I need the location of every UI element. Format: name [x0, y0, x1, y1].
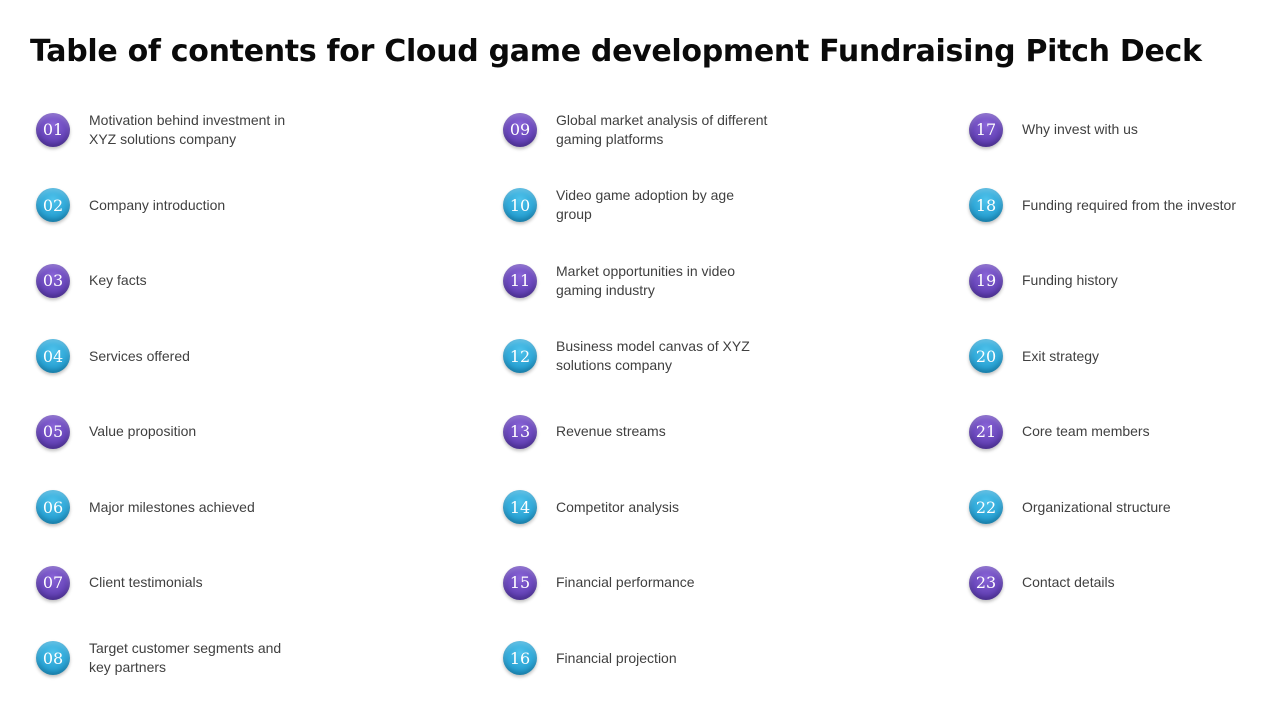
toc-item[interactable]: 21 Core team members	[969, 394, 1269, 470]
item-number-badge: 15	[503, 565, 537, 600]
item-label: Funding history	[1022, 272, 1118, 289]
item-label: Why invest with us	[1022, 121, 1138, 138]
toc-item[interactable]: 06 Major milestones achieved	[36, 470, 336, 546]
item-number-badge: 17	[969, 112, 1003, 147]
toc-item[interactable]: 10 Video game adoption by age group	[503, 168, 803, 244]
toc-item[interactable]: 13 Revenue streams	[503, 394, 803, 470]
item-number-badge: 03	[36, 263, 70, 298]
item-label: Motivation behind investment in XYZ solu…	[89, 111, 286, 147]
toc-item[interactable]: 22 Organizational structure	[969, 470, 1269, 546]
toc-column-1: 01 Motivation behind investment in XYZ s…	[36, 92, 336, 696]
item-number-badge: 02	[36, 188, 70, 223]
item-number-badge: 07	[36, 565, 70, 600]
item-number-badge: 23	[969, 565, 1003, 600]
item-label: Contact details	[1022, 574, 1115, 591]
toc-item[interactable]: 23 Contact details	[969, 545, 1269, 621]
item-label: Core team members	[1022, 423, 1150, 440]
toc-item[interactable]: 08 Target customer segments and key part…	[36, 621, 336, 697]
toc-item[interactable]: 17 Why invest with us	[969, 92, 1269, 168]
toc-item[interactable]: 12 Business model canvas of XYZ solution…	[503, 319, 803, 395]
toc-item[interactable]: 20 Exit strategy	[969, 319, 1269, 395]
item-label: Major milestones achieved	[89, 498, 255, 515]
item-label: Financial projection	[556, 649, 677, 666]
toc-item[interactable]: 03 Key facts	[36, 243, 336, 319]
item-label: Global market analysis of different gami…	[556, 111, 768, 147]
item-number-badge: 06	[36, 490, 70, 525]
item-number-badge: 11	[503, 263, 537, 298]
item-label: Value proposition	[89, 423, 197, 440]
toc-item[interactable]: 16 Financial projection	[503, 621, 803, 697]
toc-item[interactable]: 09 Global market analysis of different g…	[503, 92, 803, 168]
item-label: Organizational structure	[1022, 498, 1171, 515]
toc-item[interactable]: 14 Competitor analysis	[503, 470, 803, 546]
item-number-badge: 09	[503, 112, 537, 147]
item-label: Exit strategy	[1022, 347, 1100, 364]
item-number-badge: 22	[969, 490, 1003, 525]
item-number-badge: 14	[503, 490, 537, 525]
item-number-badge: 18	[969, 188, 1003, 223]
page-title: Table of contents for Cloud game develop…	[30, 34, 1202, 69]
toc-item[interactable]: 11 Market opportunities in video gaming …	[503, 243, 803, 319]
item-number-badge: 19	[969, 263, 1003, 298]
item-label: Video game adoption by age group	[556, 187, 734, 223]
item-number-badge: 20	[969, 339, 1003, 374]
item-label: Funding required from the investor	[1022, 196, 1236, 213]
item-label: Company introduction	[89, 196, 226, 213]
item-label: Key facts	[89, 272, 147, 289]
toc-item[interactable]: 19 Funding history	[969, 243, 1269, 319]
toc-column-3: 17 Why invest with us 18 Funding require…	[969, 92, 1269, 621]
toc-item[interactable]: 05 Value proposition	[36, 394, 336, 470]
item-label: Revenue streams	[556, 423, 666, 440]
item-number-badge: 21	[969, 414, 1003, 449]
item-label: Target customer segments and key partner…	[89, 640, 282, 676]
item-number-badge: 08	[36, 641, 70, 676]
item-label: Services offered	[89, 347, 190, 364]
item-label: Market opportunities in video gaming ind…	[556, 262, 735, 298]
toc-item[interactable]: 02 Company introduction	[36, 168, 336, 244]
item-number-badge: 05	[36, 414, 70, 449]
toc-column-2: 09 Global market analysis of different g…	[503, 92, 803, 696]
toc-item[interactable]: 18 Funding required from the investor	[969, 168, 1269, 244]
item-number-badge: 16	[503, 641, 537, 676]
item-number-badge: 13	[503, 414, 537, 449]
item-label: Competitor analysis	[556, 498, 679, 515]
item-number-badge: 01	[36, 112, 70, 147]
item-label: Client testimonials	[89, 574, 203, 591]
toc-item[interactable]: 15 Financial performance	[503, 545, 803, 621]
item-number-badge: 04	[36, 339, 70, 374]
item-label: Business model canvas of XYZ solutions c…	[556, 338, 750, 374]
item-number-badge: 12	[503, 339, 537, 374]
item-label: Financial performance	[556, 574, 695, 591]
toc-item[interactable]: 04 Services offered	[36, 319, 336, 395]
item-number-badge: 10	[503, 188, 537, 223]
toc-item[interactable]: 07 Client testimonials	[36, 545, 336, 621]
toc-item[interactable]: 01 Motivation behind investment in XYZ s…	[36, 92, 336, 168]
